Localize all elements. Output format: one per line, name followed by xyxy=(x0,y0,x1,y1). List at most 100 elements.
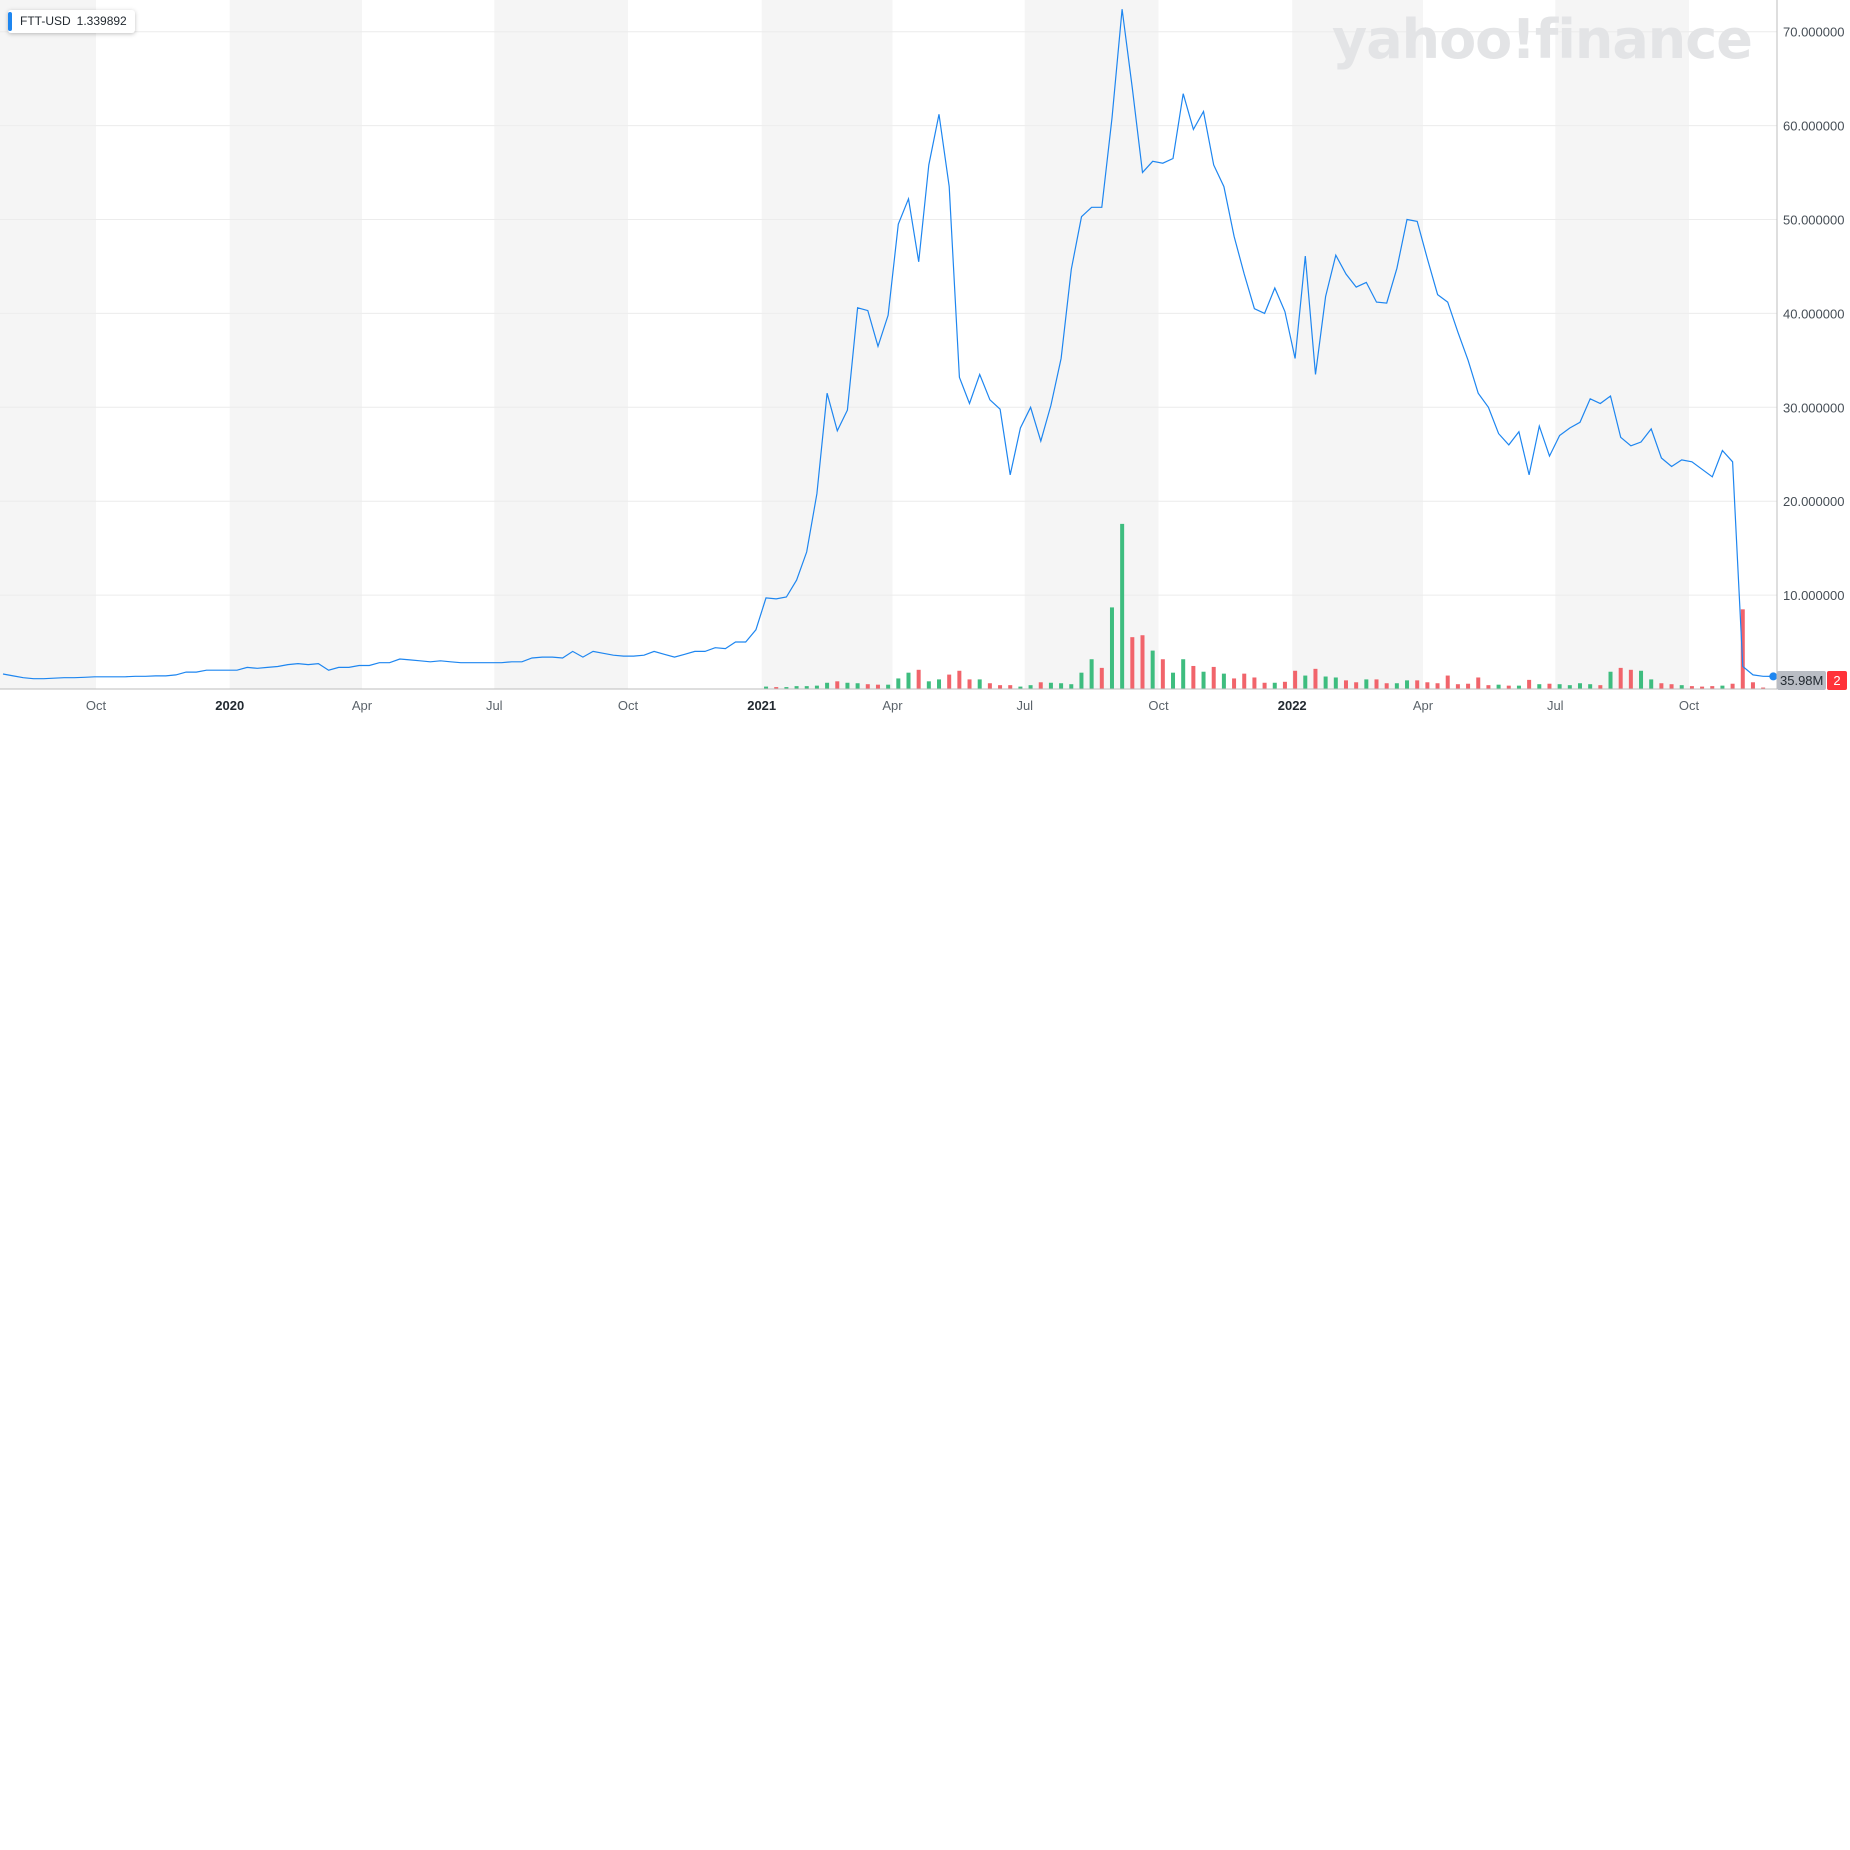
volume-bar xyxy=(1282,681,1287,689)
volume-bar xyxy=(1262,682,1267,689)
volume-bar xyxy=(855,683,860,689)
x-tick-label: Apr xyxy=(882,698,903,713)
volume-bar xyxy=(967,679,972,689)
volume-bar xyxy=(926,681,931,689)
volume-bar xyxy=(1201,671,1206,689)
volume-bar xyxy=(906,672,911,689)
volume-bar xyxy=(896,678,901,689)
volume-bar xyxy=(1720,685,1725,689)
y-tick-label: 10.000000 xyxy=(1783,588,1844,603)
volume-bar xyxy=(1221,673,1226,689)
symbol-label: FTT-USD xyxy=(20,14,71,28)
x-axis-ticks: Oct 2020 Apr Jul Oct 2021 Apr Jul Oct 2022 Apr Jul O… xyxy=(86,698,1700,713)
volume-bar xyxy=(1689,686,1694,689)
volume-bar xyxy=(1059,683,1064,689)
volume-bar xyxy=(1191,665,1196,689)
y-tick-label: 40.000000 xyxy=(1783,306,1844,321)
volume-bar xyxy=(1557,684,1562,689)
x-tick-label: Oct xyxy=(86,698,107,713)
volume-bar xyxy=(1649,679,1654,689)
volume-bar xyxy=(1242,673,1247,689)
chart-svg[interactable]: 10.000000 20.000000 30.000000 40.000000 50.0… xyxy=(0,0,1850,720)
volume-bar xyxy=(1323,676,1328,689)
volume-bar xyxy=(1313,668,1318,689)
volume-bar xyxy=(1364,679,1369,689)
volume-bar xyxy=(1018,686,1023,689)
last-price-dot xyxy=(1769,672,1778,681)
volume-bar xyxy=(1160,659,1165,689)
volume-bar xyxy=(1405,680,1410,689)
quarter-band xyxy=(1024,0,1159,689)
volume-bar xyxy=(1669,684,1674,689)
volume-bar xyxy=(1415,680,1420,689)
volume-bar xyxy=(1069,684,1074,689)
volume-bar xyxy=(977,679,982,689)
volume-bar xyxy=(1567,685,1572,689)
volume-bar xyxy=(1171,672,1176,689)
y-axis-ticks: 10.000000 20.000000 30.000000 40.000000 50.0… xyxy=(1783,25,1844,603)
volume-bar xyxy=(998,685,1003,689)
x-tick-label: 2020 xyxy=(215,698,244,713)
x-tick-label: 2022 xyxy=(1278,698,1307,713)
volume-bar xyxy=(937,679,942,689)
volume-bar xyxy=(865,684,870,689)
x-tick-label: Oct xyxy=(1148,698,1169,713)
volume-bar xyxy=(875,684,880,689)
volume-bar xyxy=(1435,683,1440,689)
symbol-legend[interactable]: FTT-USD 1.339892 xyxy=(8,10,135,33)
volume-bar xyxy=(987,683,992,689)
price-line xyxy=(2,9,1774,680)
volume-bars xyxy=(764,523,1766,689)
volume-bar xyxy=(1730,683,1735,689)
y-tick-label: 50.000000 xyxy=(1783,213,1844,228)
volume-bar xyxy=(1608,671,1613,689)
volume-bar xyxy=(1547,683,1552,689)
volume-bar xyxy=(1232,678,1237,689)
volume-bar xyxy=(774,687,779,689)
volume-bar xyxy=(1659,683,1664,689)
volume-bar xyxy=(1700,686,1705,689)
volume-bar xyxy=(1008,685,1013,689)
volume-bar xyxy=(1516,685,1521,689)
volume-bar xyxy=(1374,679,1379,689)
volume-bar xyxy=(1537,684,1542,689)
volume-bar xyxy=(1089,659,1094,689)
volume-bar xyxy=(794,686,799,689)
volume-bar xyxy=(1211,666,1216,689)
volume-bar xyxy=(1354,682,1359,689)
volume-bar xyxy=(1455,684,1460,689)
volume-bar xyxy=(1486,685,1491,689)
volume-bar xyxy=(1181,659,1186,689)
volume-bar xyxy=(1333,677,1338,689)
quarter-band xyxy=(1292,0,1424,689)
chart[interactable]: 10.000000 20.000000 30.000000 40.000000 50.0… xyxy=(0,0,1850,720)
volume-bar xyxy=(1618,667,1623,689)
volume-bar xyxy=(1109,607,1114,689)
volume-bar xyxy=(1740,609,1745,689)
y-tick-label: 60.000000 xyxy=(1783,119,1844,134)
volume-bar xyxy=(1252,677,1257,689)
volume-bar xyxy=(1343,680,1348,689)
volume-bar xyxy=(1130,637,1135,689)
volume-bar xyxy=(886,684,891,689)
volume-bar xyxy=(825,682,830,689)
volume-bar xyxy=(1577,683,1582,689)
volume-bar xyxy=(1028,685,1033,689)
y-tick-label: 20.000000 xyxy=(1783,494,1844,509)
volume-bar xyxy=(1303,675,1308,689)
volume-bar xyxy=(1079,672,1084,689)
volume-bar xyxy=(1038,682,1043,689)
price-badge: 2 xyxy=(1827,671,1847,690)
x-tick-label: Jul xyxy=(1547,698,1564,713)
x-tick-label: Jul xyxy=(1016,698,1033,713)
volume-bar xyxy=(1639,670,1644,689)
volume-bar xyxy=(1679,685,1684,689)
volume-bar xyxy=(1048,682,1053,689)
volume-bar xyxy=(1761,687,1766,689)
grid-lines xyxy=(0,31,1777,596)
volume-bar xyxy=(1425,682,1430,689)
volume-bar xyxy=(1628,669,1633,689)
volume-bar xyxy=(835,681,840,689)
volume-bar xyxy=(845,682,850,689)
quarter-band xyxy=(761,0,893,689)
